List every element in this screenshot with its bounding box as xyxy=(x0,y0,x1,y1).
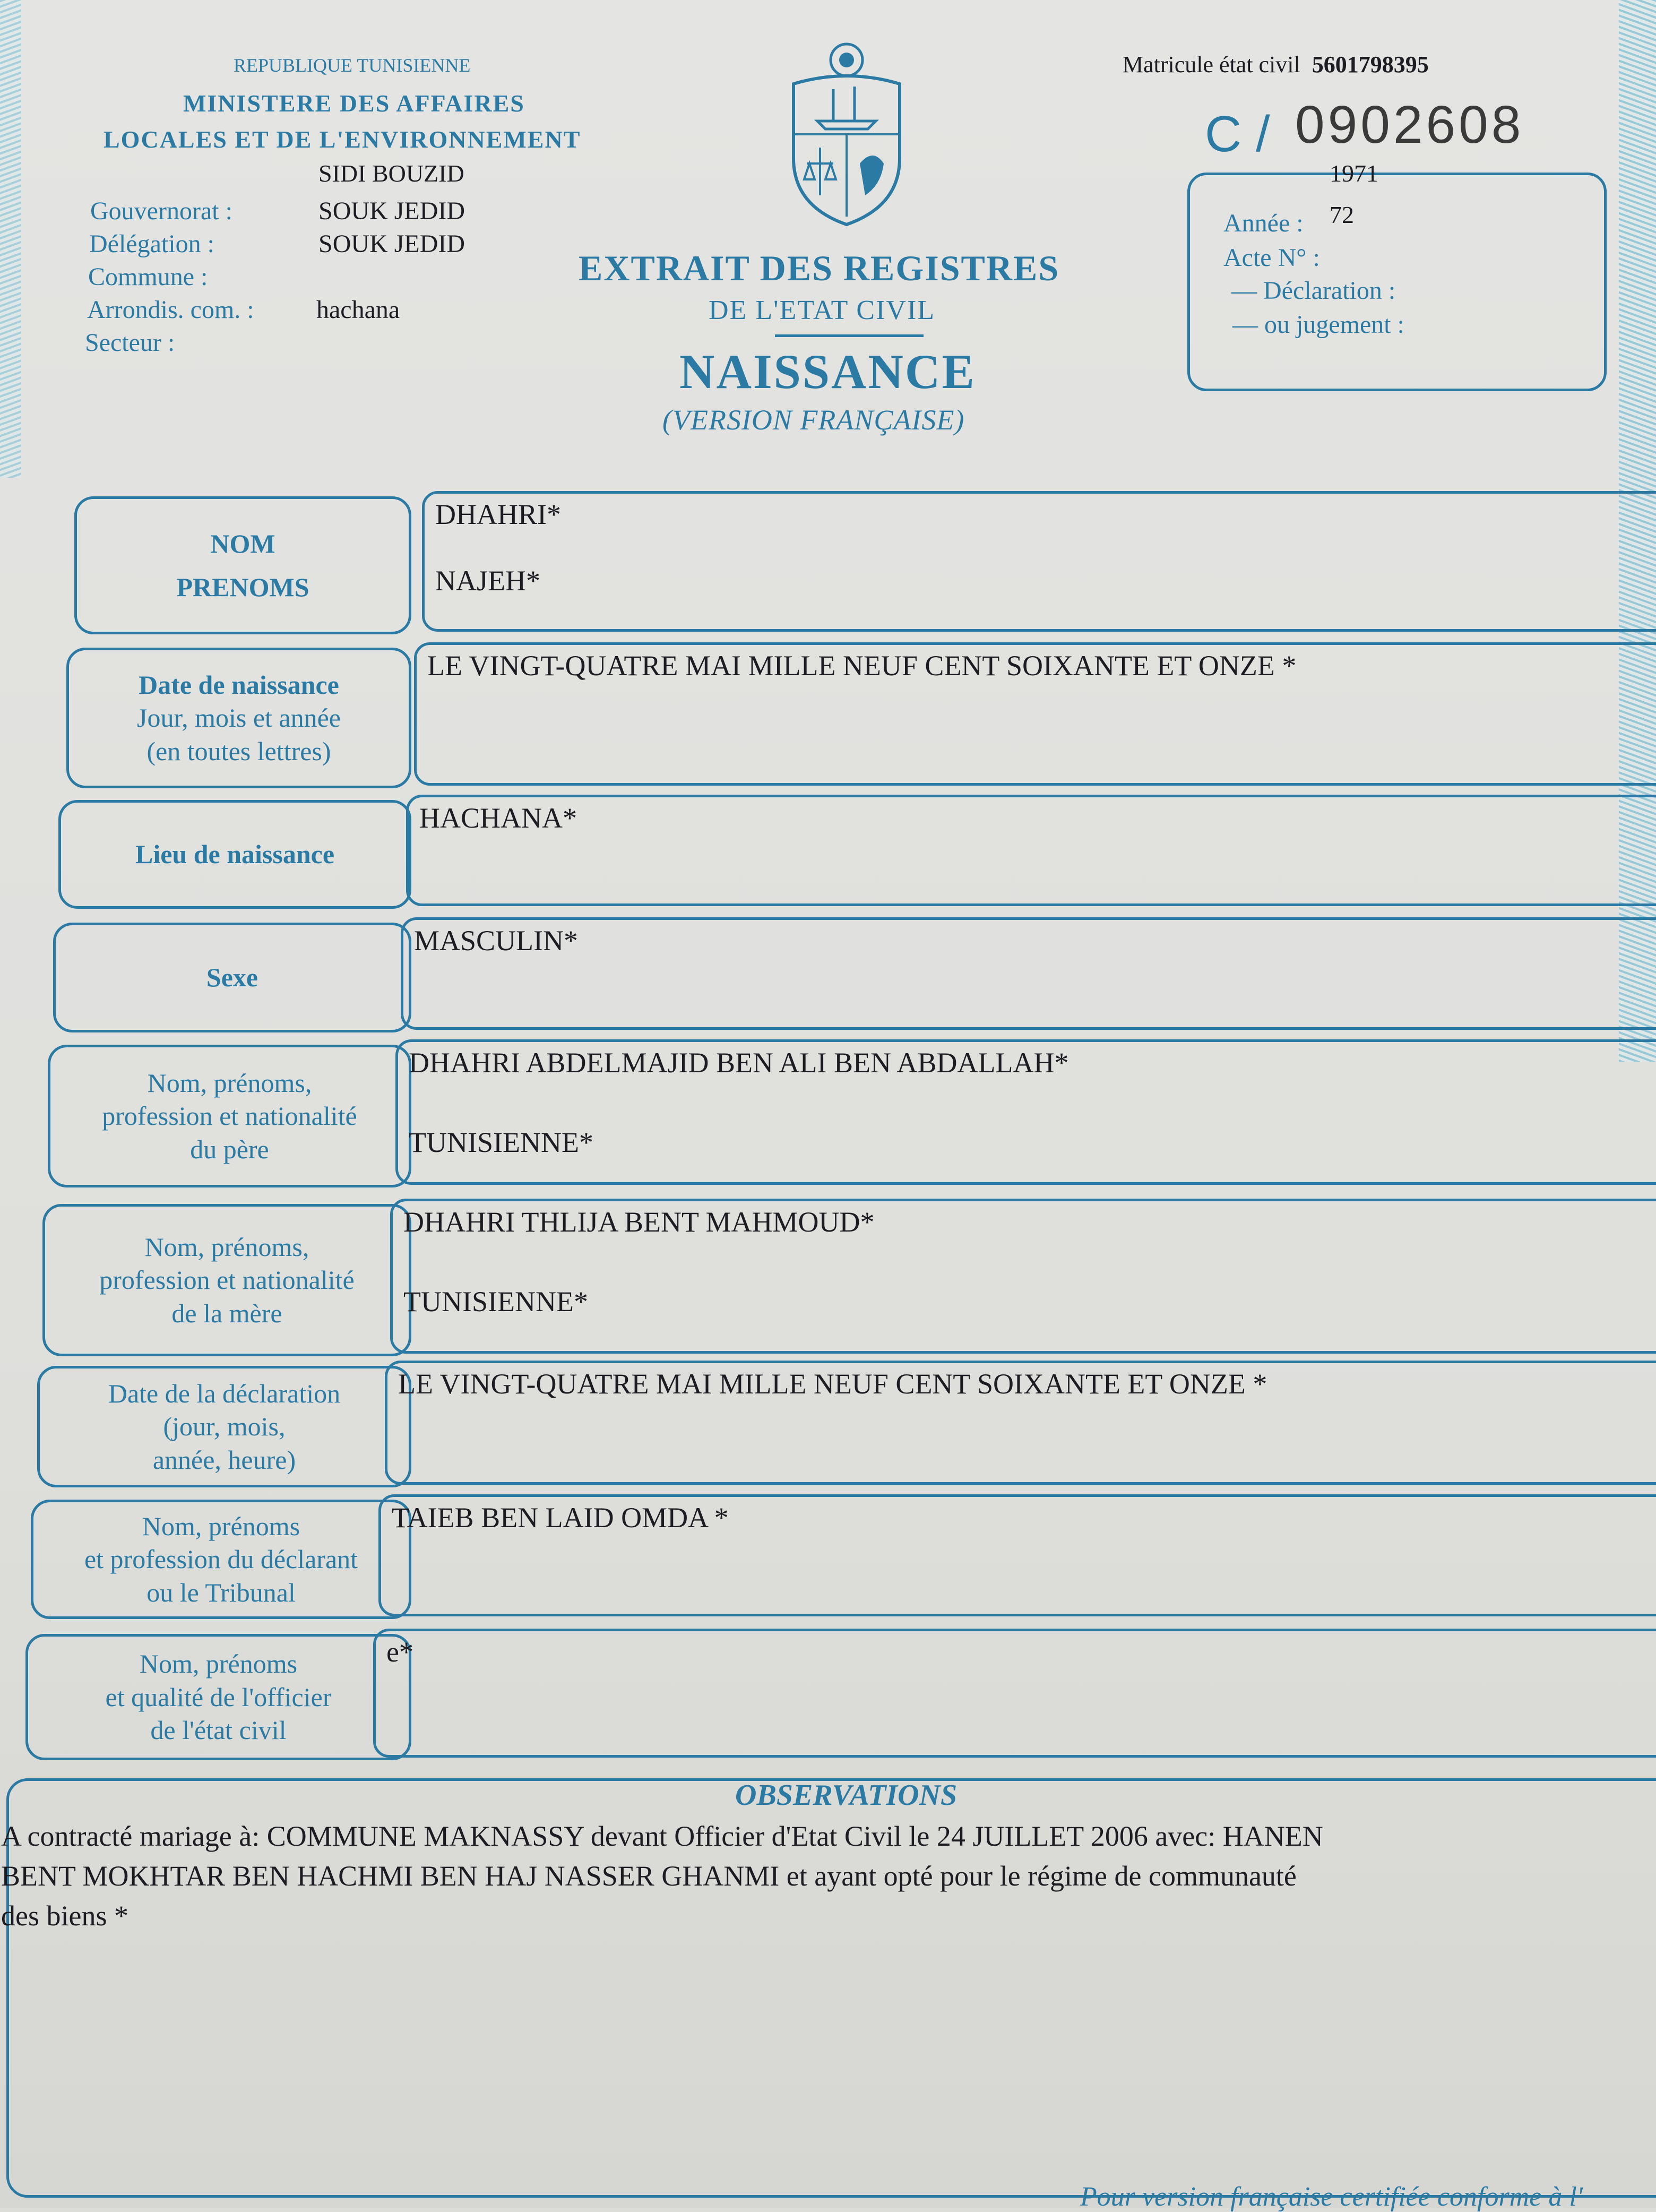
ministry-line-2: LOCALES ET DE L'ENVIRONNEMENT xyxy=(104,126,581,153)
row-label-bold: NOM xyxy=(210,528,275,558)
observations-title: OBSERVATIONS xyxy=(735,1779,958,1812)
row-label-bold: Sexe xyxy=(206,962,258,993)
row-value: TUNISIENNE* xyxy=(403,1286,588,1318)
row-label-box: Date de naissance Jour, mois et année (en… xyxy=(66,648,411,788)
row-value-box xyxy=(422,491,1656,632)
row-value: LE VINGT-QUATRE MAI MILLE NEUF CENT SOIX… xyxy=(398,1368,1267,1400)
row-label: Nom, prénoms, profession et nationalité … xyxy=(99,1232,355,1328)
acte-number-label: Acte N° : xyxy=(1223,244,1320,272)
title-divider xyxy=(775,334,924,337)
row-label: Nom, prénoms et qualité de l'officier de… xyxy=(105,1649,332,1745)
row-value: e* xyxy=(386,1636,413,1668)
row-label: Nom, prénoms et profession du déclarant … xyxy=(84,1511,358,1607)
row-label-box: Nom, prénoms et profession du déclarant … xyxy=(31,1500,411,1619)
row-label-box: Nom, prénoms et qualité de l'officier de… xyxy=(25,1634,411,1760)
commune-label: Commune : xyxy=(88,263,208,291)
certification-footer: Pour version française certifiée conform… xyxy=(1080,2182,1583,2212)
serial-number: 0902608 xyxy=(1295,95,1524,154)
document-type: NAISSANCE xyxy=(679,345,976,399)
gouvernorat-label: Gouvernorat : xyxy=(90,197,232,225)
row-label-box: Nom, prénoms, profession et nationalité … xyxy=(48,1045,411,1187)
version-label: (VERSION FRANÇAISE) xyxy=(662,404,965,436)
declaration-label: — Déclaration : xyxy=(1231,277,1396,305)
republic-heading: REPUBLIQUE TUNISIENNE xyxy=(234,55,471,76)
row-value: DHAHRI* xyxy=(435,498,561,530)
row-label-box: Nom, prénoms, profession et nationalité … xyxy=(42,1204,411,1356)
delegation-label: Délégation : xyxy=(89,230,214,258)
year-overprint: 1971 xyxy=(1330,160,1378,187)
observation-line-1: A contracté mariage à: COMMUNE MAKNASSY … xyxy=(1,1820,1323,1852)
ministry-line-1: MINISTERE DES AFFAIRES xyxy=(183,90,525,117)
row-label-box: Sexe xyxy=(53,923,411,1032)
row-value-box xyxy=(406,795,1656,906)
row-label-bold: Lieu de naissance xyxy=(135,839,335,870)
row-label: Date de la déclaration (jour, mois, anné… xyxy=(108,1378,341,1475)
observation-line-3: des biens * xyxy=(1,1900,128,1932)
tunisia-coat-of-arms-icon xyxy=(792,42,901,227)
matricule-label: Matricule état civil xyxy=(1123,51,1300,78)
row-label-box: Lieu de naissance xyxy=(58,800,411,909)
row-value-box xyxy=(378,1494,1656,1616)
row-value: DHAHRI THLIJA BENT MAHMOUD* xyxy=(403,1206,875,1238)
arrondissement-value: hachana xyxy=(316,296,400,324)
row-value: NAJEH* xyxy=(435,565,540,597)
secteur-label: Secteur : xyxy=(85,329,175,357)
row-value: DHAHRI ABDELMAJID BEN ALI BEN ABDALLAH* xyxy=(409,1047,1069,1079)
observations-box xyxy=(6,1778,1656,2198)
annee-label: Année : xyxy=(1223,209,1304,237)
row-label-box: Date de la déclaration (jour, mois, anné… xyxy=(37,1366,411,1487)
arrondissement-label: Arrondis. com. : xyxy=(87,296,254,324)
matricule-value: 5601798395 xyxy=(1312,51,1429,78)
serial-prefix: C / xyxy=(1205,106,1270,162)
row-value-box xyxy=(401,917,1656,1030)
gouvernorat-value: SOUK JEDID xyxy=(318,197,465,225)
document-subtitle: DE L'ETAT CIVIL xyxy=(709,295,936,325)
delegation-value: SOUK JEDID xyxy=(318,230,465,258)
guilloche-border-right xyxy=(1619,0,1656,1062)
row-value-box xyxy=(395,1039,1656,1185)
gouvernorat-overprint: SIDI BOUZID xyxy=(318,160,464,187)
observation-line-2: BENT MOKHTAR BEN HACHMI BEN HAJ NASSER G… xyxy=(1,1860,1297,1892)
row-value-box xyxy=(390,1199,1656,1354)
row-label: Nom, prénoms, profession et nationalité … xyxy=(102,1068,357,1164)
matricule: Matricule état civil 5601798395 xyxy=(1123,51,1429,78)
row-label-bold: Date de naissance xyxy=(139,669,339,700)
row-value: MASCULIN* xyxy=(414,925,579,957)
document-title: EXTRAIT DES REGISTRES xyxy=(579,248,1060,288)
row-label-box: NOM PRENOMS xyxy=(74,496,411,634)
guilloche-border-left xyxy=(0,0,21,478)
row-value: TUNISIENNE* xyxy=(409,1126,593,1158)
row-value-box xyxy=(373,1629,1656,1758)
row-label-bold: PRENOMS xyxy=(176,572,309,602)
row-value-box xyxy=(385,1361,1656,1485)
annee-value: 72 xyxy=(1330,201,1354,228)
acte-box xyxy=(1187,173,1607,391)
row-value-box xyxy=(414,642,1656,786)
row-value: HACHANA* xyxy=(419,802,577,834)
row-value: TAIEB BEN LAID OMDA * xyxy=(392,1502,729,1534)
jugement-label: — ou jugement : xyxy=(1232,311,1404,339)
row-value: LE VINGT-QUATRE MAI MILLE NEUF CENT SOIX… xyxy=(427,650,1297,682)
row-label: Jour, mois et année (en toutes lettres) xyxy=(136,703,341,766)
